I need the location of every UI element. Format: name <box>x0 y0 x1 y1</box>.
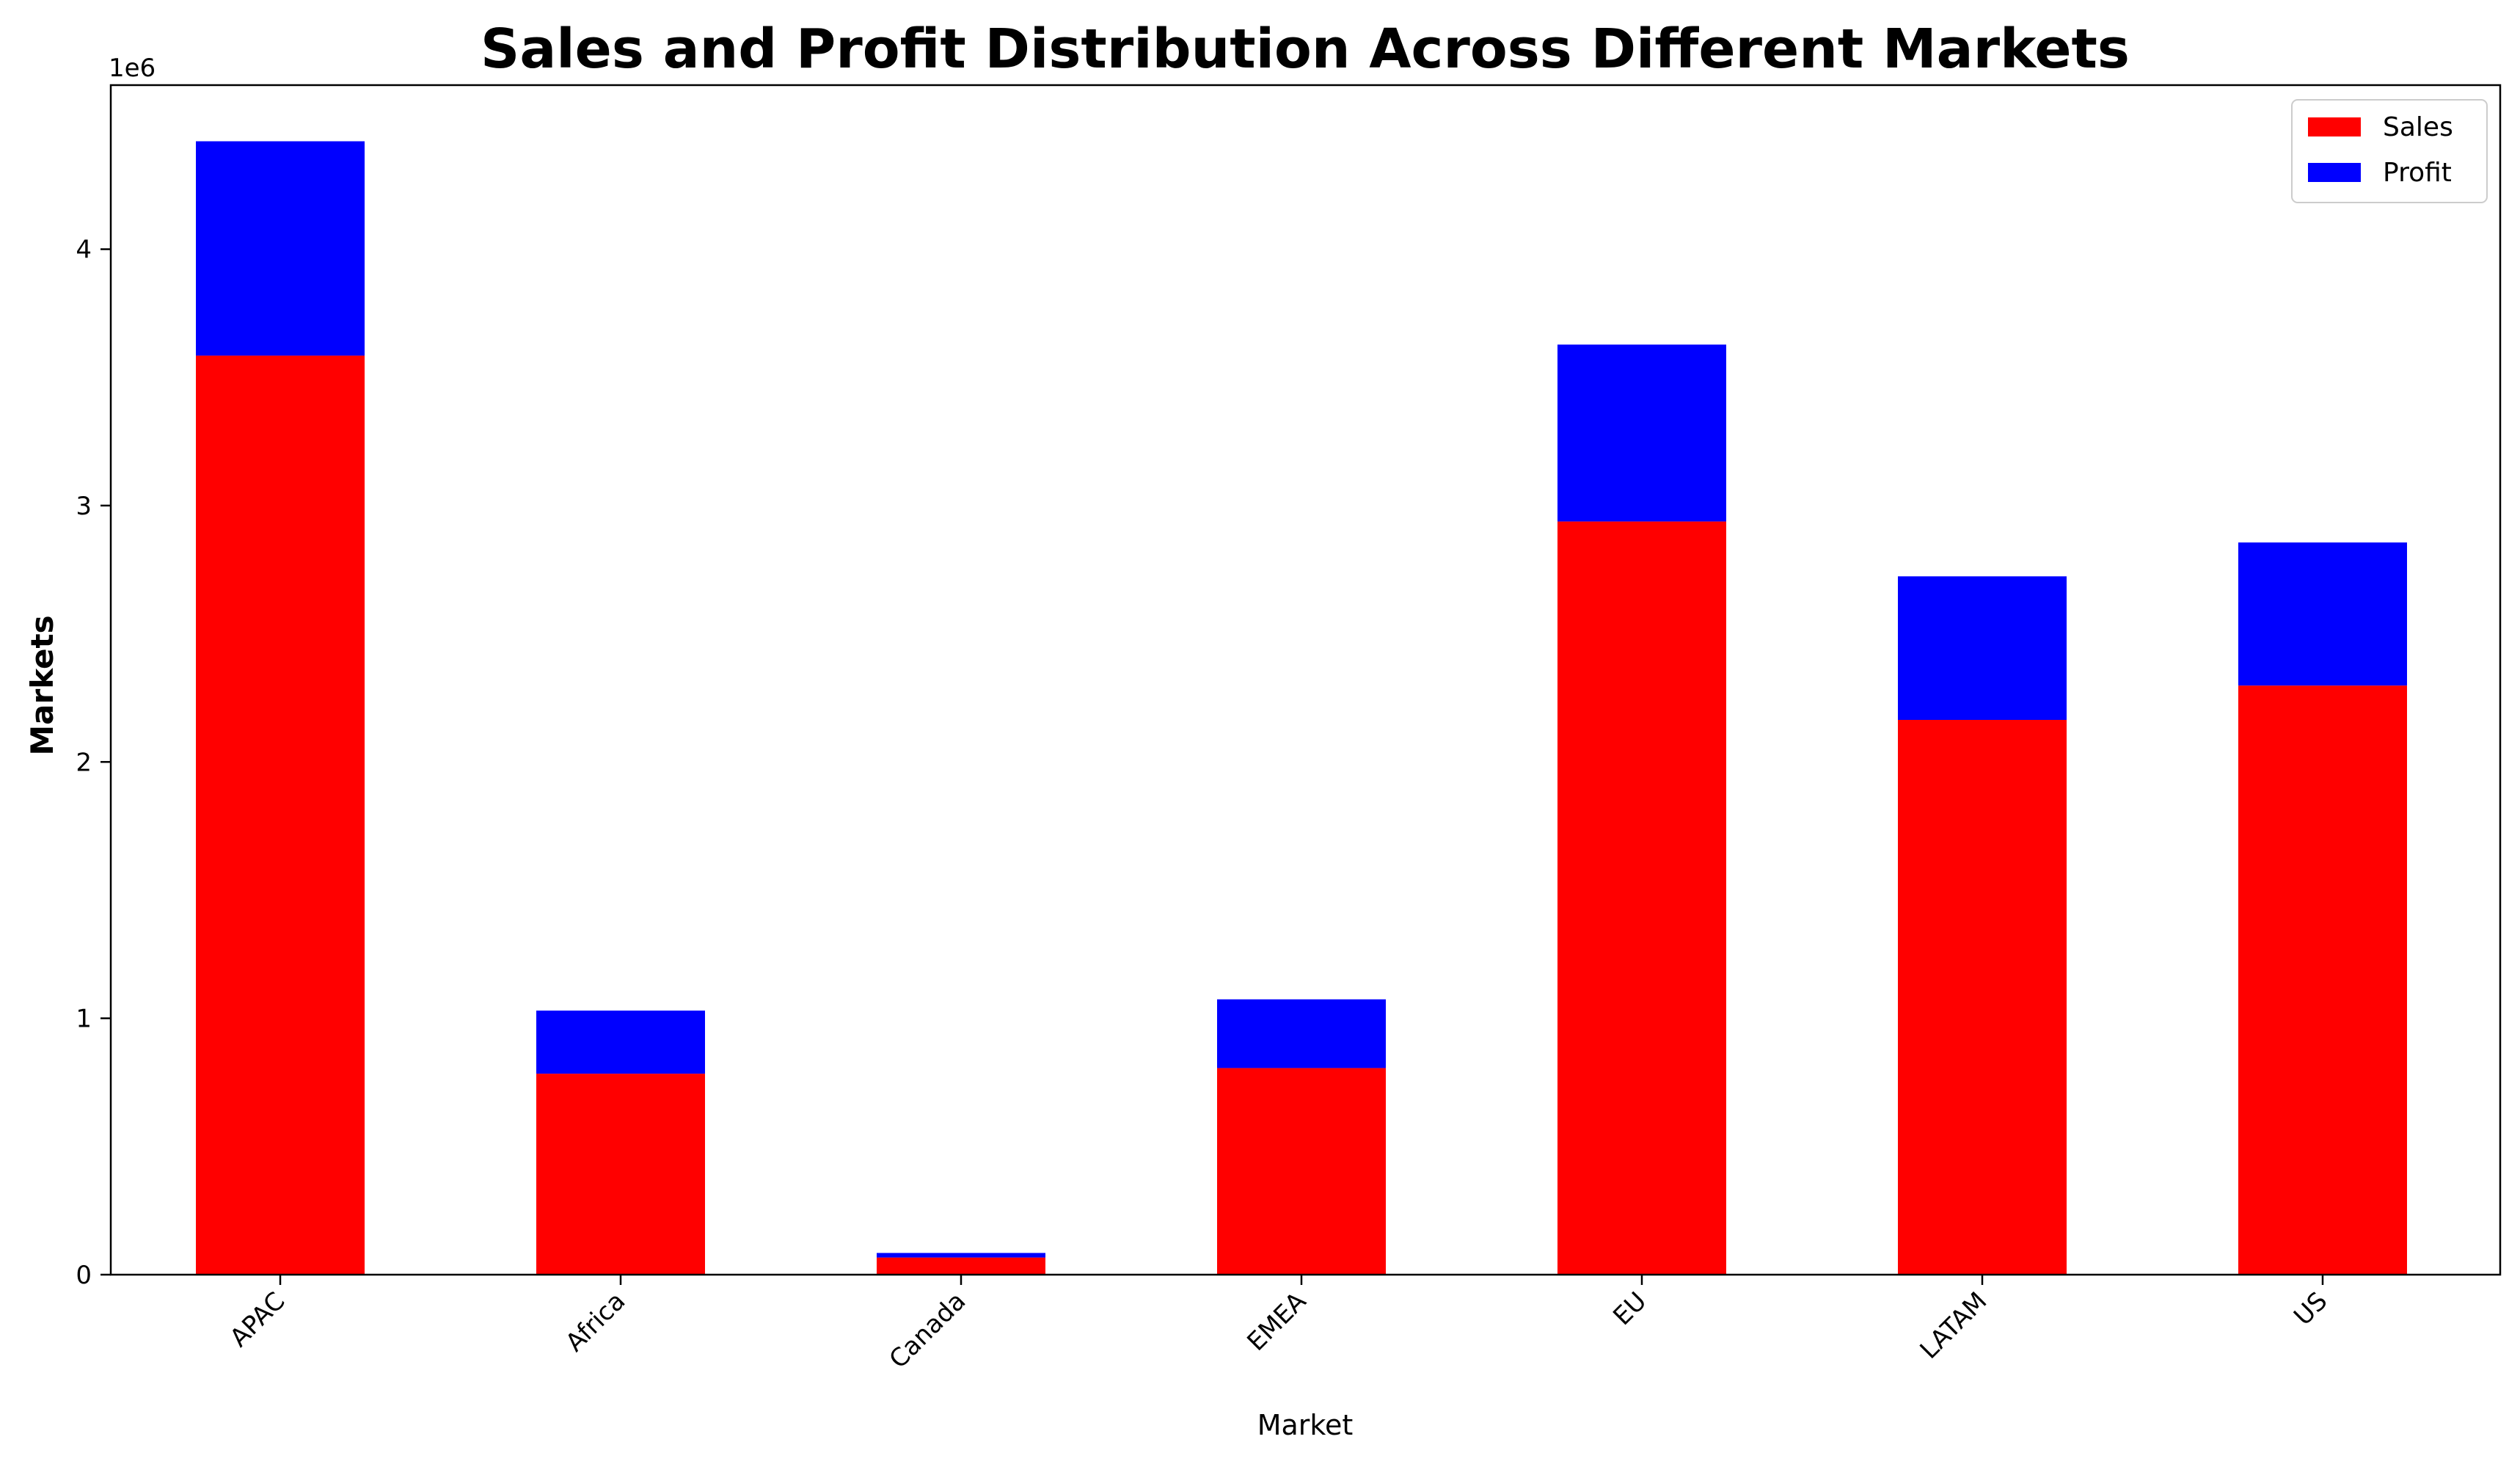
x-ticks-group: APAC Africa Canada EMEA EU LATAM US <box>224 1275 2333 1374</box>
bar-sales-emea <box>1217 1068 1386 1275</box>
bars-group <box>196 141 2407 1275</box>
bar-sales-apac <box>196 355 365 1275</box>
y-tick-label: 3 <box>76 492 92 521</box>
x-tick-label: US <box>2288 1286 2333 1331</box>
legend: Sales Profit <box>2291 99 2488 203</box>
x-tick-label: LATAM <box>1915 1286 1993 1365</box>
x-tick-label: APAC <box>224 1286 291 1353</box>
bar-profit-us <box>2238 542 2407 686</box>
x-tick-label: EMEA <box>1242 1286 1312 1357</box>
bar-sales-canada <box>877 1257 1045 1275</box>
x-tick-label: Canada <box>884 1286 972 1374</box>
plot-frame <box>109 84 2502 1276</box>
bar-sales-africa <box>536 1074 705 1275</box>
bar-profit-emea <box>1217 999 1386 1068</box>
x-tick-label: EU <box>1607 1286 1652 1331</box>
bar-sales-eu <box>1557 521 1726 1275</box>
legend-swatch-sales <box>2308 117 2361 136</box>
chart-title: Sales and Profit Distribution Across Dif… <box>481 18 2130 81</box>
legend-swatch-profit <box>2308 163 2361 182</box>
y-tick-label: 4 <box>76 236 92 265</box>
bar-profit-latam <box>1898 576 2067 720</box>
x-tick-label: Africa <box>560 1286 632 1358</box>
bar-profit-eu <box>1557 344 1726 522</box>
y-ticks-group: 0 1 2 3 4 <box>76 236 111 1290</box>
bar-profit-africa <box>536 1010 705 1074</box>
x-axis-label: Market <box>1257 1409 1354 1441</box>
bar-profit-apac <box>196 141 365 356</box>
y-axis-label: Markets <box>24 615 60 755</box>
y-tick-label: 1 <box>76 1005 92 1034</box>
legend-label-sales: Sales <box>2383 112 2453 142</box>
y-tick-label: 0 <box>76 1261 92 1290</box>
bar-sales-us <box>2238 685 2407 1275</box>
bar-sales-latam <box>1898 719 2067 1275</box>
legend-label-profit: Profit <box>2383 158 2452 188</box>
y-offset-label: 1e6 <box>109 54 156 83</box>
y-tick-label: 2 <box>76 748 92 777</box>
bar-profit-canada <box>877 1253 1045 1258</box>
